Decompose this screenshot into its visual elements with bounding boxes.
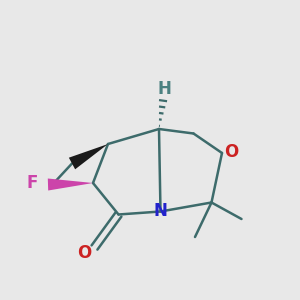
Text: H: H	[158, 80, 171, 98]
Text: O: O	[77, 244, 91, 262]
Text: N: N	[154, 202, 167, 220]
Text: O: O	[224, 143, 238, 161]
Polygon shape	[69, 144, 108, 169]
Polygon shape	[48, 178, 93, 190]
Text: F: F	[27, 174, 38, 192]
